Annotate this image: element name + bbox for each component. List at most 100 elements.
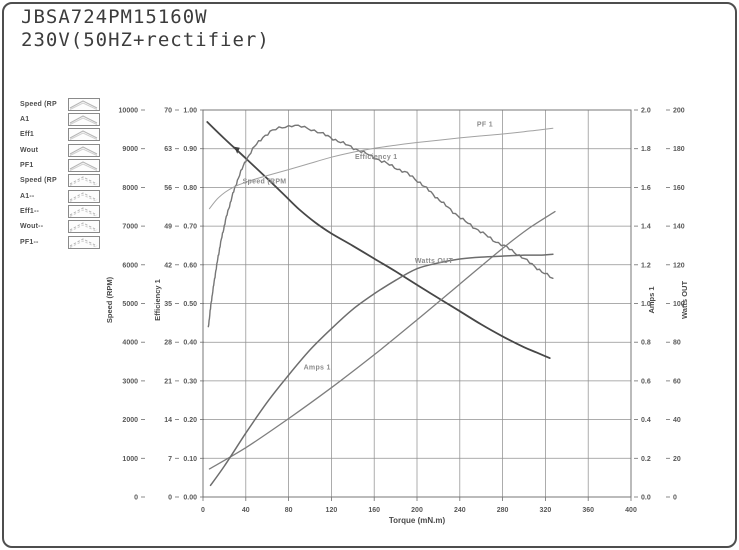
amps-tick-label: 0.0 — [641, 495, 651, 502]
eff-tick-label: 0.80 — [183, 185, 197, 192]
legend-swatch-icon — [68, 128, 100, 142]
amps-tick-label: 0.4 — [641, 417, 651, 424]
eff-tick-label: 0.50 — [183, 301, 197, 308]
legend-item-eff1[interactable]: Eff1 — [20, 128, 100, 142]
eff-tick-label: 0.70 — [183, 224, 197, 231]
legend-item-label: Eff1 — [20, 131, 35, 139]
legend-swatch-icon — [68, 220, 100, 234]
x-axis-title: Torque (mN.m) — [389, 516, 446, 525]
x-tick-label: 160 — [368, 507, 380, 514]
watts-tick-label: 120 — [673, 262, 685, 269]
eff-tick-label: 0.60 — [183, 262, 197, 269]
x-tick-label: 240 — [454, 507, 466, 514]
amps-tick-label: 0.8 — [641, 340, 651, 347]
watts-tick-label: 140 — [673, 224, 685, 231]
aux-tick-label: 70 — [164, 108, 172, 115]
legend-item-a1-[interactable]: A1-- — [20, 189, 100, 203]
aux-tick-label: 14 — [164, 417, 172, 424]
aux-tick-label: 7 — [168, 456, 172, 463]
speed-tick-label: 9000 — [122, 146, 138, 153]
legend-item-label: Wout-- — [20, 223, 44, 231]
curve-watts-out — [209, 253, 554, 487]
legend-swatch-icon — [68, 158, 100, 172]
title-block: JBSA724PM15160W 230V(50HZ+rectifier) — [21, 6, 270, 52]
x-tick-label: 360 — [582, 507, 594, 514]
legend-swatch-icon — [68, 189, 100, 203]
legend-item-label: Wout — [20, 146, 39, 154]
eff-tick-label: 0.10 — [183, 456, 197, 463]
legend-item-pf1-[interactable]: PF1-- — [20, 235, 100, 249]
speed-tick-label: 2000 — [122, 417, 138, 424]
legend-item-label: A1 — [20, 115, 30, 123]
legend-item-a1[interactable]: A1 — [20, 112, 100, 126]
aux-tick-label: 56 — [164, 185, 172, 192]
speed-tick-label: 3000 — [122, 378, 138, 385]
curve-label-speed-rpm: Speed (RPM — [243, 179, 287, 186]
aux-tick-label: 49 — [164, 224, 172, 231]
amps-tick-label: 1.2 — [641, 262, 651, 269]
curve-label-amps-1: Amps 1 — [304, 364, 331, 371]
aux-tick-label: 35 — [164, 301, 172, 308]
speed-tick-label: 8000 — [122, 185, 138, 192]
x-tick-label: 320 — [540, 507, 552, 514]
eff-tick-label: 1.00 — [183, 108, 197, 115]
watts-tick-label: 180 — [673, 146, 685, 153]
legend-item-label: Speed (RP — [20, 177, 57, 185]
legend-item-label: PF1 — [20, 161, 34, 169]
eff-tick-label: 0.20 — [183, 417, 197, 424]
watts-tick-label: 20 — [673, 456, 681, 463]
speed-tick-label: 7000 — [122, 224, 138, 231]
amps-tick-label: 1.0 — [641, 301, 651, 308]
legend-item-label: PF1-- — [20, 238, 39, 246]
legend-item-wout[interactable]: Wout — [20, 143, 100, 157]
x-tick-label: 280 — [497, 507, 509, 514]
legend-swatch-icon — [68, 143, 100, 157]
legend-item-label: A1-- — [20, 192, 35, 200]
amps-tick-label: 1.4 — [641, 224, 651, 231]
watts-tick-label: 200 — [673, 108, 685, 115]
legend-item-pf1[interactable]: PF1 — [20, 158, 100, 172]
legend-swatch-icon — [68, 235, 100, 249]
amps-tick-label: 0.2 — [641, 456, 651, 463]
aux-tick-label: 42 — [164, 262, 172, 269]
amps-axis-title: Amps 1 — [647, 286, 656, 313]
legend-item-eff1-[interactable]: Eff1-- — [20, 204, 100, 218]
amps-tick-label: 1.6 — [641, 185, 651, 192]
x-tick-label: 0 — [201, 507, 205, 514]
legend-item-speed-rp[interactable]: Speed (RP — [20, 174, 100, 188]
legend-item-label: Speed (RP — [20, 100, 57, 108]
model-number: JBSA724PM15160W — [21, 6, 208, 28]
watts-tick-label: 0 — [673, 495, 677, 502]
watts-tick-label: 100 — [673, 301, 685, 308]
watts-tick-label: 60 — [673, 378, 681, 385]
speed-tick-label: 4000 — [122, 340, 138, 347]
curve-amps-1 — [208, 210, 556, 470]
speed-tick-label: 5000 — [122, 301, 138, 308]
amps-tick-label: 0.6 — [641, 378, 651, 385]
speed-tick-label: 6000 — [122, 262, 138, 269]
x-tick-label: 80 — [285, 507, 293, 514]
watts-tick-label: 40 — [673, 417, 681, 424]
legend-swatch-icon — [68, 174, 100, 188]
legend-item-speed-rp[interactable]: Speed (RP — [20, 97, 100, 111]
cursor-marker — [234, 146, 240, 154]
eff-tick-label: 0.30 — [183, 378, 197, 385]
watts-axis-title: Watts OUT — [680, 281, 689, 319]
eff-tick-label: 0.90 — [183, 146, 197, 153]
aux-tick-label: 28 — [164, 340, 172, 347]
chart-legend: Speed (RP A1 Eff1 Wout PF1 Speed (RP A1-- Eff1-… — [20, 96, 110, 256]
legend-item-wout-[interactable]: Wout-- — [20, 220, 100, 234]
curve-label-watts-out: Watts OUT — [415, 258, 454, 265]
legend-swatch-icon — [68, 204, 100, 218]
eff-tick-label: 0.40 — [183, 340, 197, 347]
curve-efficiency-1 — [207, 124, 554, 328]
legend-swatch-icon — [68, 97, 100, 111]
amps-tick-label: 2.0 — [641, 108, 651, 115]
speed-axis-title: Speed (RPM) — [105, 276, 114, 323]
eff-axis-title: Efficiency 1 — [153, 279, 162, 321]
aux-tick-label: 21 — [164, 378, 172, 385]
x-tick-label: 200 — [411, 507, 423, 514]
speed-tick-label: 10000 — [119, 108, 139, 115]
aux-tick-label: 63 — [164, 146, 172, 153]
